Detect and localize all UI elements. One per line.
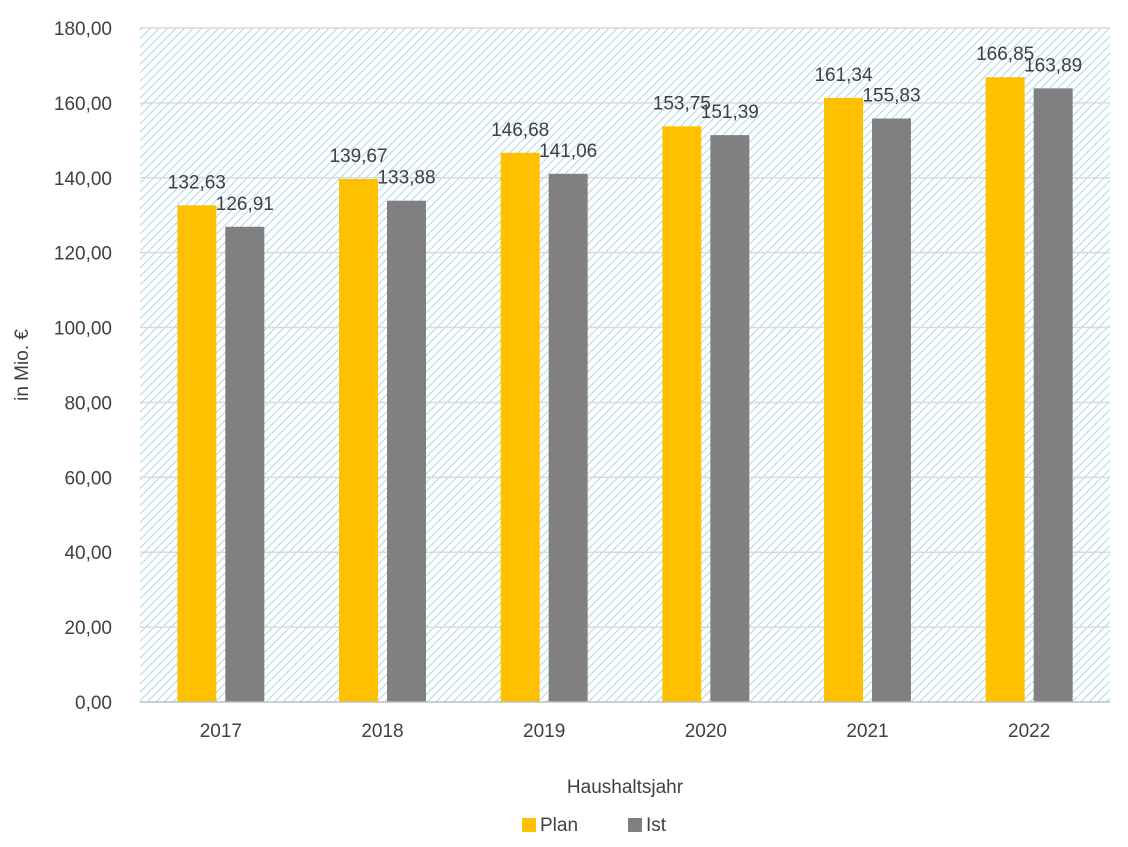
bar-plan-2022 <box>985 77 1025 702</box>
data-label: 166,85 <box>976 44 1034 65</box>
data-label: 141,06 <box>539 141 597 162</box>
y-tick-label: 100,00 <box>54 319 112 340</box>
y-tick-label: 160,00 <box>54 94 112 115</box>
bar-plan-2017 <box>177 205 217 702</box>
plot-area <box>140 28 1110 702</box>
data-label: 126,91 <box>216 194 274 215</box>
legend-swatch-plan <box>522 818 536 832</box>
legend: Plan Ist <box>522 815 667 836</box>
data-label: 139,67 <box>329 146 387 167</box>
bar-plan-2021 <box>824 97 863 702</box>
data-label: 153,75 <box>653 93 711 114</box>
bar-ist-2017 <box>225 226 265 703</box>
y-tick-label: 120,00 <box>54 244 112 265</box>
x-tick-label: 2020 <box>685 721 727 742</box>
data-label: 132,63 <box>168 172 226 193</box>
bar-plan-2018 <box>339 179 378 703</box>
legend-label-plan: Plan <box>540 815 578 836</box>
bar-plan-2019 <box>500 152 540 702</box>
y-tick-label: 180,00 <box>54 19 112 40</box>
y-tick-label: 140,00 <box>54 169 112 190</box>
bar-ist-2019 <box>548 173 588 703</box>
data-label: 161,34 <box>814 65 873 86</box>
x-tick-label: 2021 <box>846 721 888 742</box>
data-label: 146,68 <box>491 120 549 141</box>
x-axis-title: Haushaltsjahr <box>567 777 684 798</box>
legend-swatch-ist <box>628 818 642 832</box>
y-tick-label: 20,00 <box>64 618 112 639</box>
y-tick-label: 40,00 <box>64 543 112 564</box>
y-tick-label: 80,00 <box>64 393 112 414</box>
data-label: 155,83 <box>862 86 920 107</box>
bars <box>177 77 1073 703</box>
x-tick-label: 2017 <box>200 721 242 742</box>
bar-ist-2018 <box>387 200 426 702</box>
gridlines <box>140 27 1110 628</box>
data-label: 163,89 <box>1024 55 1082 76</box>
y-tick-label: 60,00 <box>64 468 112 489</box>
legend-label-ist: Ist <box>646 815 667 836</box>
x-axis-ticks: 2017 2018 2019 2020 2021 2022 <box>200 721 1051 742</box>
y-axis-title: in Mio. € <box>12 329 33 401</box>
bar-ist-2021 <box>872 118 911 702</box>
bar-ist-2022 <box>1033 88 1073 702</box>
y-axis-ticks: 0,00 20,00 40,00 60,00 80,00 100,00 120,00 140,… <box>54 19 112 714</box>
x-tick-label: 2022 <box>1008 721 1050 742</box>
x-tick-label: 2018 <box>361 721 403 742</box>
data-label: 151,39 <box>701 102 759 123</box>
x-tick-label: 2019 <box>523 721 565 742</box>
y-tick-label: 0,00 <box>75 693 112 714</box>
bar-plan-2020 <box>662 126 702 702</box>
bar-ist-2020 <box>710 135 750 703</box>
data-label: 133,88 <box>377 168 435 189</box>
